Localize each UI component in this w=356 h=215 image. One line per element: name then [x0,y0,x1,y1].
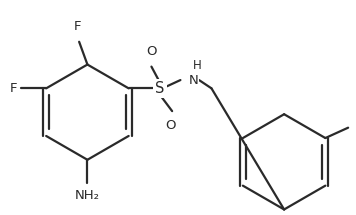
Text: F: F [73,20,81,34]
Text: F: F [10,82,17,95]
Text: O: O [165,119,175,132]
Text: O: O [146,45,157,58]
Text: N: N [189,74,198,87]
Text: S: S [155,81,164,96]
Text: H: H [193,59,201,72]
Text: NH₂: NH₂ [75,189,100,202]
